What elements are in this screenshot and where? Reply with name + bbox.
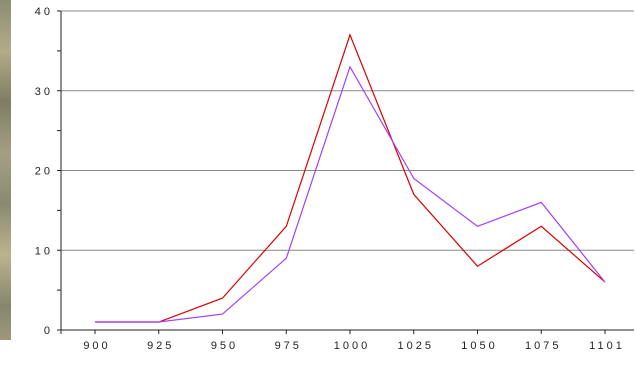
x-tick-label-975: 975	[275, 340, 302, 352]
x-tick-label-1050: 1050	[461, 340, 497, 352]
y-tick-label-30: 30	[35, 86, 53, 98]
background-photo-strip	[0, 0, 11, 340]
y-tick-label-0: 0	[44, 325, 53, 337]
x-tick-label-925: 925	[147, 340, 174, 352]
y-tick-labels: 0 10 20 30 40	[35, 6, 53, 337]
series-line-2	[95, 65, 606, 323]
x-tick-label-1000: 1000	[334, 340, 370, 352]
axes	[57, 10, 634, 334]
grid-lines	[61, 10, 634, 251]
y-tick-label-10: 10	[35, 245, 53, 257]
x-tick-label-1101: 1101	[589, 340, 625, 352]
x-tick-label-900: 900	[83, 340, 110, 352]
series-line-1	[95, 33, 606, 323]
x-tick-labels: 900 925 950 975 1000 1025 1050 1075 1101	[83, 340, 625, 352]
x-tick-label-1025: 1025	[398, 340, 434, 352]
series-lines	[95, 33, 606, 323]
x-tick-label-1075: 1075	[525, 340, 561, 352]
x-tick-label-950: 950	[211, 340, 238, 352]
y-tick-label-40: 40	[35, 6, 53, 18]
y-tick-label-20: 20	[35, 166, 53, 178]
